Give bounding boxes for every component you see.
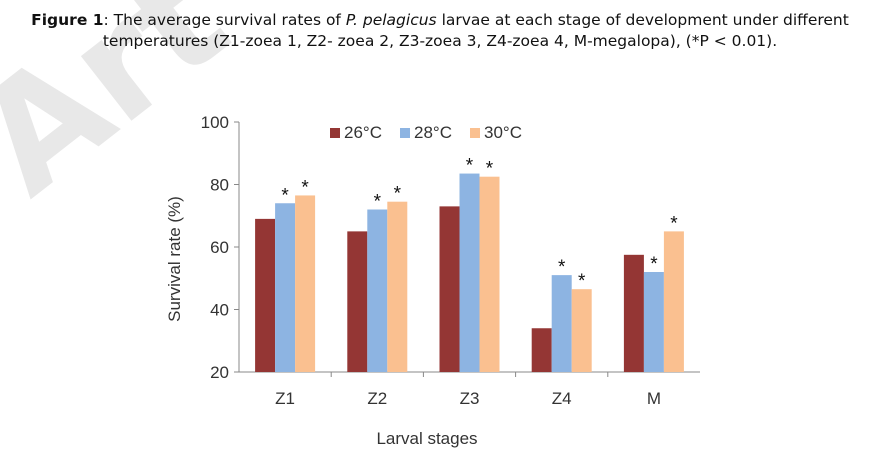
- bars: * * * * * * * * * *: [255, 156, 684, 372]
- legend-swatch: [400, 128, 410, 138]
- bar: [439, 206, 460, 372]
- x-tick-label: Z1: [275, 389, 295, 408]
- significance-marker: *: [578, 271, 586, 292]
- x-axis-label: Larval stages: [376, 429, 477, 448]
- significance-marker: *: [466, 156, 474, 177]
- bar: [531, 328, 552, 372]
- y-axis-label: Survival rate (%): [165, 196, 184, 322]
- bar: [663, 231, 684, 372]
- significance-marker: *: [670, 213, 678, 234]
- bar: [275, 203, 296, 372]
- bar: [571, 289, 592, 372]
- bar: [623, 254, 644, 372]
- x-tick-label: Z4: [552, 389, 572, 408]
- y-tick-label: 100: [201, 113, 229, 132]
- significance-marker: *: [486, 159, 494, 180]
- bar: [459, 173, 480, 372]
- significance-marker: *: [394, 184, 402, 205]
- significance-marker: *: [374, 192, 382, 213]
- figure-caption: Figure 1: The average survival rates of …: [8, 10, 872, 52]
- bar: [295, 195, 316, 372]
- x-tick-label: Z2: [367, 389, 387, 408]
- y-tick-label: 60: [210, 238, 229, 257]
- caption-line-2: temperatures (Z1-zoea 1, Z2- zoea 2, Z3-…: [102, 32, 778, 50]
- legend-label: 26°C: [344, 123, 382, 142]
- figure-label: Figure 1: [31, 11, 104, 29]
- bar: [479, 176, 500, 372]
- bar: [367, 209, 388, 372]
- y-tick-label: 80: [210, 176, 229, 195]
- legend-swatch: [330, 128, 340, 138]
- legend-label: 28°C: [414, 123, 452, 142]
- bar: [347, 231, 368, 372]
- y-tick-label: 20: [210, 363, 229, 382]
- caption-text-a: : The average survival rates of: [103, 11, 346, 29]
- bar: [255, 218, 276, 372]
- species-name: P. pelagicus: [345, 11, 437, 29]
- x-tick-label: M: [647, 389, 661, 408]
- bar: [387, 201, 408, 372]
- bar: [551, 275, 572, 372]
- legend-label: 30°C: [484, 123, 522, 142]
- significance-marker: *: [281, 185, 289, 206]
- caption-text-b: larvae at each stage of development unde…: [436, 11, 849, 29]
- x-tick-label: Z3: [460, 389, 480, 408]
- y-tick-label: 40: [210, 301, 229, 320]
- chart-legend: 26°C 28°C 30°C: [330, 123, 522, 142]
- significance-marker: *: [650, 254, 658, 275]
- bar: [643, 272, 664, 372]
- significance-marker: *: [558, 257, 566, 278]
- significance-marker: *: [301, 177, 309, 198]
- legend-swatch: [470, 128, 480, 138]
